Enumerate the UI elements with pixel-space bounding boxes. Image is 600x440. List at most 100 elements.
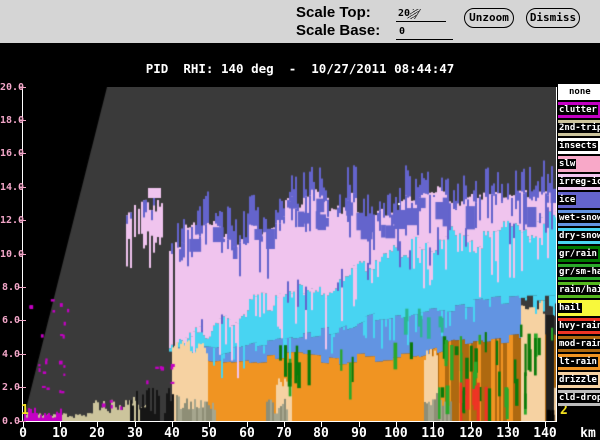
legend-swatch: hvy-rain: [558, 318, 600, 334]
x-tick-label: 90: [351, 426, 367, 440]
x-tick-label: 80: [313, 426, 329, 440]
y-tick-label: 12.0: [0, 215, 25, 226]
x-tick-label: 50: [201, 426, 217, 440]
x-tick-label: 70: [276, 426, 292, 440]
x-tick-label: 20: [89, 426, 105, 440]
legend-label: insects: [558, 141, 598, 151]
x-tick: [247, 422, 248, 427]
x-tick-label: 10: [52, 426, 68, 440]
x-tick: [209, 422, 210, 427]
legend-label: cld-drops: [558, 393, 600, 403]
range-marker-label: 2: [560, 403, 568, 418]
y-tick-label: 14.0: [0, 182, 25, 193]
legend-label: hail: [558, 303, 582, 313]
y-tick-label: 0.0: [1, 416, 20, 427]
x-tick: [23, 422, 24, 427]
legend-swatch: drizzle: [558, 372, 600, 388]
legend-swatch: rain/hail: [558, 282, 600, 298]
legend-label: rain/hail: [558, 285, 600, 295]
y-tick: [19, 120, 26, 121]
legend-swatch: cld-drops: [558, 390, 600, 406]
legend-swatch: slw: [558, 156, 600, 172]
legend-label: hvy-rain: [558, 321, 600, 331]
legend-label: none: [569, 87, 591, 97]
y-tick-label: 4.0: [1, 349, 20, 360]
x-tick: [359, 422, 360, 427]
scale-base-input[interactable]: 0: [399, 26, 406, 37]
y-tick: [19, 220, 26, 221]
legend-swatch: irreg-ice: [558, 174, 600, 190]
x-tick: [433, 422, 434, 427]
x-tick: [97, 422, 98, 427]
y-tick-label: 8.0: [1, 282, 20, 293]
x-tick-label: 130: [496, 426, 520, 440]
y-tick: [19, 354, 26, 355]
rhi-plot-canvas: [23, 87, 557, 421]
scale-top-input-underline[interactable]: [396, 21, 446, 22]
y-tick: [19, 87, 26, 88]
y-tick-label: 6.0: [1, 315, 20, 326]
plot-title: PID RHI: 140 deg - 10/27/2011 08:44:47: [145, 61, 455, 76]
scale-base-input-underline[interactable]: [396, 39, 453, 40]
legend-swatch: hail: [558, 300, 600, 316]
y-tick: [19, 287, 26, 288]
x-tick-label: 140: [533, 426, 557, 440]
x-tick-label: 60: [239, 426, 255, 440]
legend-swatch: insects: [558, 138, 600, 154]
x-tick: [284, 422, 285, 427]
scale-base-label: Scale Base:: [296, 22, 381, 39]
y-tick: [19, 254, 26, 255]
y-tick: [19, 153, 26, 154]
legend-label: irreg-ice: [558, 177, 600, 187]
x-tick-label: 100: [384, 426, 408, 440]
x-tick: [60, 422, 61, 427]
plot-right-border: [556, 87, 557, 422]
legend-swatch: wet-snow: [558, 210, 600, 226]
legend-swatch: lt-rain: [558, 354, 600, 370]
x-tick: [135, 422, 136, 427]
y-tick-label: 20.0: [0, 82, 25, 93]
scale-top-input[interactable]: 20: [398, 8, 411, 19]
x-tick-label: 40: [164, 426, 180, 440]
legend-swatch: none: [558, 84, 600, 100]
y-tick: [19, 421, 26, 422]
legend-swatch: gr/rain: [558, 246, 600, 262]
dismiss-button[interactable]: Dismiss: [526, 8, 580, 28]
y-tick-label: 2.0: [1, 382, 20, 393]
legend-label: gr/sm-hail: [558, 267, 600, 277]
range-marker-label: 1: [21, 403, 29, 418]
x-tick: [545, 422, 546, 427]
x-axis-unit-label: km: [580, 426, 596, 440]
legend-swatch: mod-rain: [558, 336, 600, 352]
y-tick: [19, 387, 26, 388]
legend-swatch: ice: [558, 192, 600, 208]
legend-label: mod-rain: [558, 339, 600, 349]
legend-swatch: 2nd-trip: [558, 120, 600, 136]
x-tick-label: 0: [19, 426, 27, 440]
legend-label: dry-snow: [558, 231, 600, 241]
legend-label: ice: [558, 195, 577, 205]
x-tick: [396, 422, 397, 427]
y-tick-label: 16.0: [0, 148, 25, 159]
legend-label: gr/rain: [558, 249, 598, 259]
unzoom-button[interactable]: Unzoom: [464, 8, 514, 28]
legend-swatch: clutter: [558, 102, 600, 118]
legend-swatch: dry-snow: [558, 228, 600, 244]
legend-label: drizzle: [558, 375, 598, 385]
legend-label: clutter: [558, 105, 598, 115]
y-tick: [19, 187, 26, 188]
legend-label: wet-snow: [558, 213, 600, 223]
legend-label: 2nd-trip: [558, 123, 600, 133]
y-tick-label: 10.0: [0, 249, 25, 260]
x-tick-label: 30: [127, 426, 143, 440]
x-tick-label: 110: [421, 426, 445, 440]
control-panel: Scale Top: Scale Base: 20 0 Unzoom Dismi…: [0, 0, 600, 43]
x-axis-line: [22, 421, 557, 422]
y-tick: [19, 320, 26, 321]
x-tick: [172, 422, 173, 427]
scale-top-label: Scale Top:: [296, 4, 371, 21]
x-tick: [471, 422, 472, 427]
legend-label: lt-rain: [558, 357, 598, 367]
y-tick-label: 18.0: [0, 115, 25, 126]
